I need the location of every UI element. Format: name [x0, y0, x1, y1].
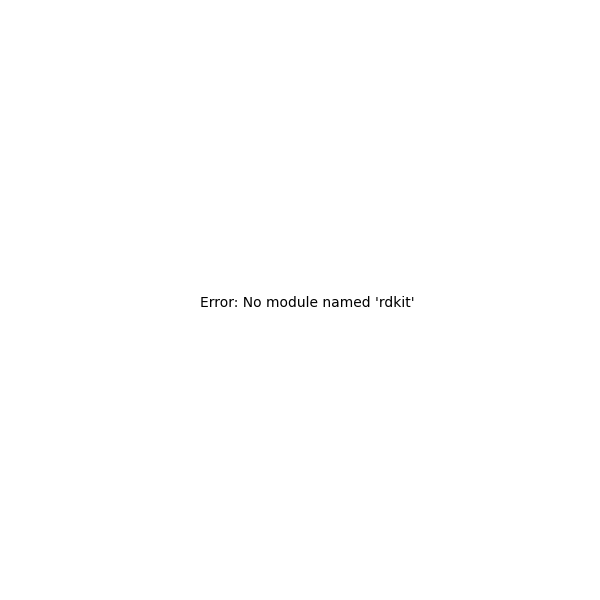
Text: Error: No module named 'rdkit': Error: No module named 'rdkit'	[200, 296, 415, 310]
